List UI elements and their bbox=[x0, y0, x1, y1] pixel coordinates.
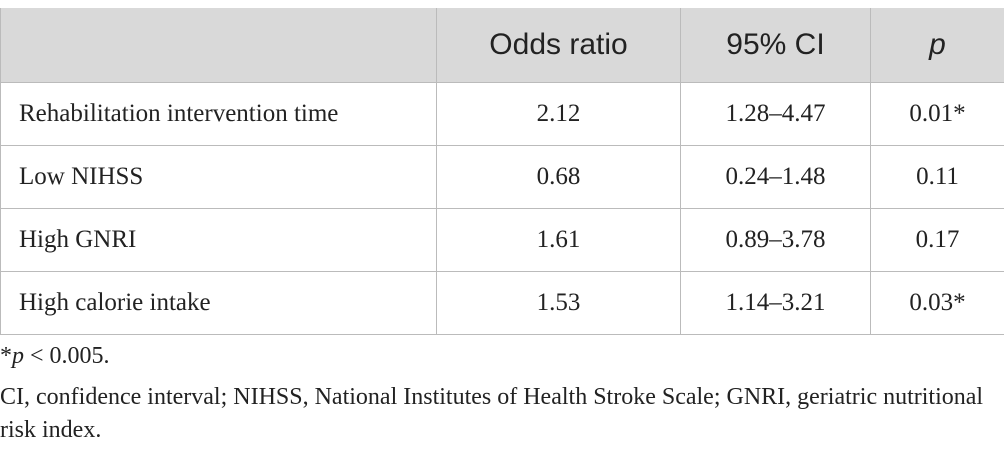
significance-note: *p < 0.005. bbox=[0, 340, 990, 373]
table-row: High calorie intake 1.53 1.14–3.21 0.03* bbox=[0, 271, 1004, 335]
table-row: High GNRI 1.61 0.89–3.78 0.17 bbox=[0, 208, 1004, 272]
header-cell bbox=[0, 8, 437, 83]
table-body: Rehabilitation intervention time 2.12 1.28… bbox=[0, 82, 1004, 335]
abbreviations-note: CI, confidence interval; NIHSS, National… bbox=[0, 384, 984, 443]
header-row: Odds ratio 95% CI p bbox=[0, 8, 1004, 83]
cell: 0.68 bbox=[436, 145, 681, 209]
cell: 2.12 bbox=[436, 82, 681, 146]
cell: 0.11 bbox=[870, 145, 1004, 209]
row-label: Rehabilitation intervention time bbox=[0, 82, 437, 146]
results-table: Odds ratio 95% CI p Rehabilitation interve… bbox=[0, 8, 1004, 335]
header-cell: p bbox=[870, 8, 1004, 83]
header-cell: 95% CI bbox=[680, 8, 871, 83]
cell: 1.14–3.21 bbox=[680, 271, 871, 335]
note-symbol: p bbox=[12, 343, 24, 369]
cell: 0.24–1.48 bbox=[680, 145, 871, 209]
cell: 1.28–4.47 bbox=[680, 82, 871, 146]
cell: 0.01* bbox=[870, 82, 1004, 146]
note-text: < 0.005. bbox=[30, 343, 110, 369]
cell: 0.89–3.78 bbox=[680, 208, 871, 272]
cell: 1.61 bbox=[436, 208, 681, 272]
row-label: High calorie intake bbox=[0, 271, 437, 335]
note-marker: * bbox=[0, 343, 12, 369]
cell: 0.03* bbox=[870, 271, 1004, 335]
row-label: Low NIHSS bbox=[0, 145, 437, 209]
cell: 0.17 bbox=[870, 208, 1004, 272]
cell: 1.53 bbox=[436, 271, 681, 335]
footnotes: *p < 0.005. CI, confidence interval; NIH… bbox=[0, 340, 990, 455]
row-label: High GNRI bbox=[0, 208, 437, 272]
table-row: Low NIHSS 0.68 0.24–1.48 0.11 bbox=[0, 145, 1004, 209]
header-cell: Odds ratio bbox=[436, 8, 681, 83]
table-row: Rehabilitation intervention time 2.12 1.28… bbox=[0, 82, 1004, 146]
